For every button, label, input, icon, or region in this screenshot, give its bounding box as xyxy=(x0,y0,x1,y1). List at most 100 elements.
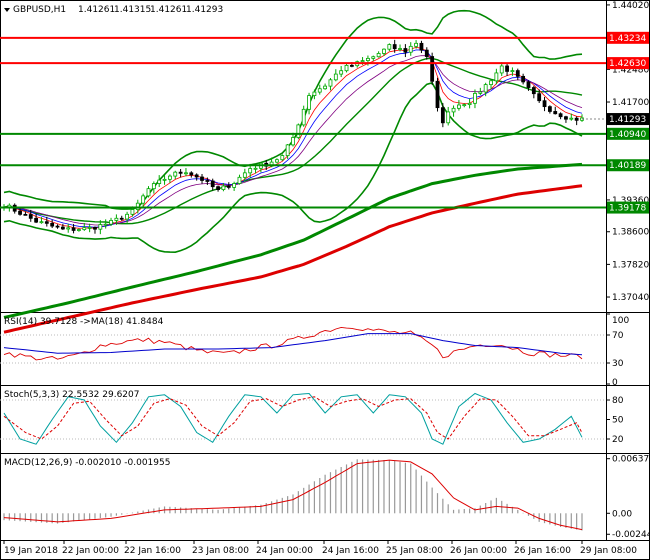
candle-body xyxy=(77,229,81,231)
triangle-down-icon[interactable] xyxy=(4,8,10,12)
candle xyxy=(515,68,520,81)
stoch-tick-label: 80 xyxy=(612,396,624,406)
candle xyxy=(82,222,87,231)
candle-body xyxy=(135,202,140,210)
level-label-text: 1.43234 xyxy=(609,34,646,44)
candle xyxy=(205,177,210,186)
candle-body xyxy=(392,44,397,50)
candle-body xyxy=(103,223,108,226)
candle-body xyxy=(82,227,87,230)
candle-body xyxy=(205,180,210,182)
candle xyxy=(521,73,526,85)
candle-body xyxy=(371,56,376,59)
candle xyxy=(312,89,317,100)
ma-long-red-line xyxy=(3,184,583,334)
level-label-1.43234: 1.43234 xyxy=(607,31,649,44)
candle-body xyxy=(521,75,526,83)
candle xyxy=(291,132,295,147)
candle-body xyxy=(323,85,328,90)
candle-body xyxy=(510,70,515,73)
macd-tick-label: 0.00 xyxy=(612,509,632,519)
candle xyxy=(489,79,493,90)
level-label-bg xyxy=(607,127,649,140)
candle-body xyxy=(408,45,413,53)
candle-body xyxy=(387,44,392,50)
level-label-text: 1.40940 xyxy=(609,130,646,140)
candle-body xyxy=(553,111,558,115)
level-label-1.40940: 1.40940 xyxy=(607,127,649,140)
stoch-pane[interactable]: 80 50 20 xyxy=(0,392,624,446)
candle-body xyxy=(515,70,520,77)
candle-body xyxy=(168,175,172,180)
candle xyxy=(210,178,215,191)
candle-body xyxy=(424,49,429,57)
candle xyxy=(157,175,162,188)
candle xyxy=(301,105,306,127)
candle xyxy=(296,123,301,140)
candle-body xyxy=(98,224,103,230)
level-label-bg xyxy=(607,31,649,44)
candle-body xyxy=(376,53,381,58)
candle-body xyxy=(280,155,285,161)
candle-body xyxy=(494,72,499,82)
ma-long-green-line xyxy=(3,162,583,319)
candle-body xyxy=(71,227,76,231)
bollinger-band-lower xyxy=(3,81,583,254)
candle xyxy=(103,219,108,229)
candle xyxy=(483,82,488,97)
candle xyxy=(275,158,279,164)
candle xyxy=(93,226,97,234)
candle-body xyxy=(349,64,354,67)
ohlc-open: 1.41261 xyxy=(78,5,115,15)
candle-body xyxy=(558,113,563,118)
time-axis: 19 Jan 2018 22 Jan 00:00 22 Jan 16:00 23 Ja… xyxy=(3,540,637,556)
candle-body xyxy=(328,79,333,87)
candle xyxy=(457,100,461,111)
rsi-ma-line xyxy=(3,333,583,356)
candle-body xyxy=(542,100,547,108)
main-price-pane[interactable]: 1.44020 1.42480 1.41700 1.39360 1.38600 1.378… xyxy=(0,1,649,334)
candle-body xyxy=(66,227,71,230)
candle xyxy=(317,84,322,95)
stoch-tick-label: 20 xyxy=(612,435,624,445)
candle-body xyxy=(537,93,542,102)
candle xyxy=(537,89,542,103)
level-label-1.42630: 1.42630 xyxy=(607,57,649,70)
candle xyxy=(141,193,146,208)
candle-body xyxy=(398,48,402,50)
ohlc-high: 1.41315 xyxy=(114,5,151,15)
time-tick-label: 22 Jan 16:00 xyxy=(124,546,181,556)
candle-body xyxy=(109,220,113,225)
candle-body xyxy=(216,186,220,190)
candle-body xyxy=(430,56,435,82)
price-tick-label: 1.37820 xyxy=(612,260,649,270)
candle-body xyxy=(462,104,467,106)
candle xyxy=(531,85,536,99)
time-tick-label: 26 Jan 00:00 xyxy=(450,546,507,556)
level-label-1.39178: 1.39178 xyxy=(607,201,649,214)
time-tick-label: 19 Jan 2018 xyxy=(4,546,58,556)
candle-body xyxy=(237,176,242,184)
candle-body xyxy=(221,185,226,190)
macd-pane[interactable]: 0.00637 0.00 -0.002448 xyxy=(3,455,650,540)
candle-body xyxy=(194,174,199,178)
candle xyxy=(60,223,65,231)
level-label-bg xyxy=(607,201,649,214)
rsi-pane[interactable]: 100 70 30 0 xyxy=(0,313,629,388)
price-tick-label: 1.41700 xyxy=(612,98,649,108)
macd-header: MACD(12,26,9) -0.002010 -0.001955 xyxy=(4,458,170,468)
candle xyxy=(98,220,103,235)
candle-body xyxy=(55,225,60,228)
candle-body xyxy=(569,117,574,120)
candle-body xyxy=(574,117,579,121)
candle-body xyxy=(419,42,424,51)
candle-body xyxy=(414,42,418,47)
macd-tick-label: -0.002448 xyxy=(612,530,650,540)
candle-body xyxy=(141,195,146,204)
candle xyxy=(403,44,408,58)
candle xyxy=(50,219,55,229)
candle xyxy=(467,98,472,109)
candle xyxy=(499,62,504,77)
